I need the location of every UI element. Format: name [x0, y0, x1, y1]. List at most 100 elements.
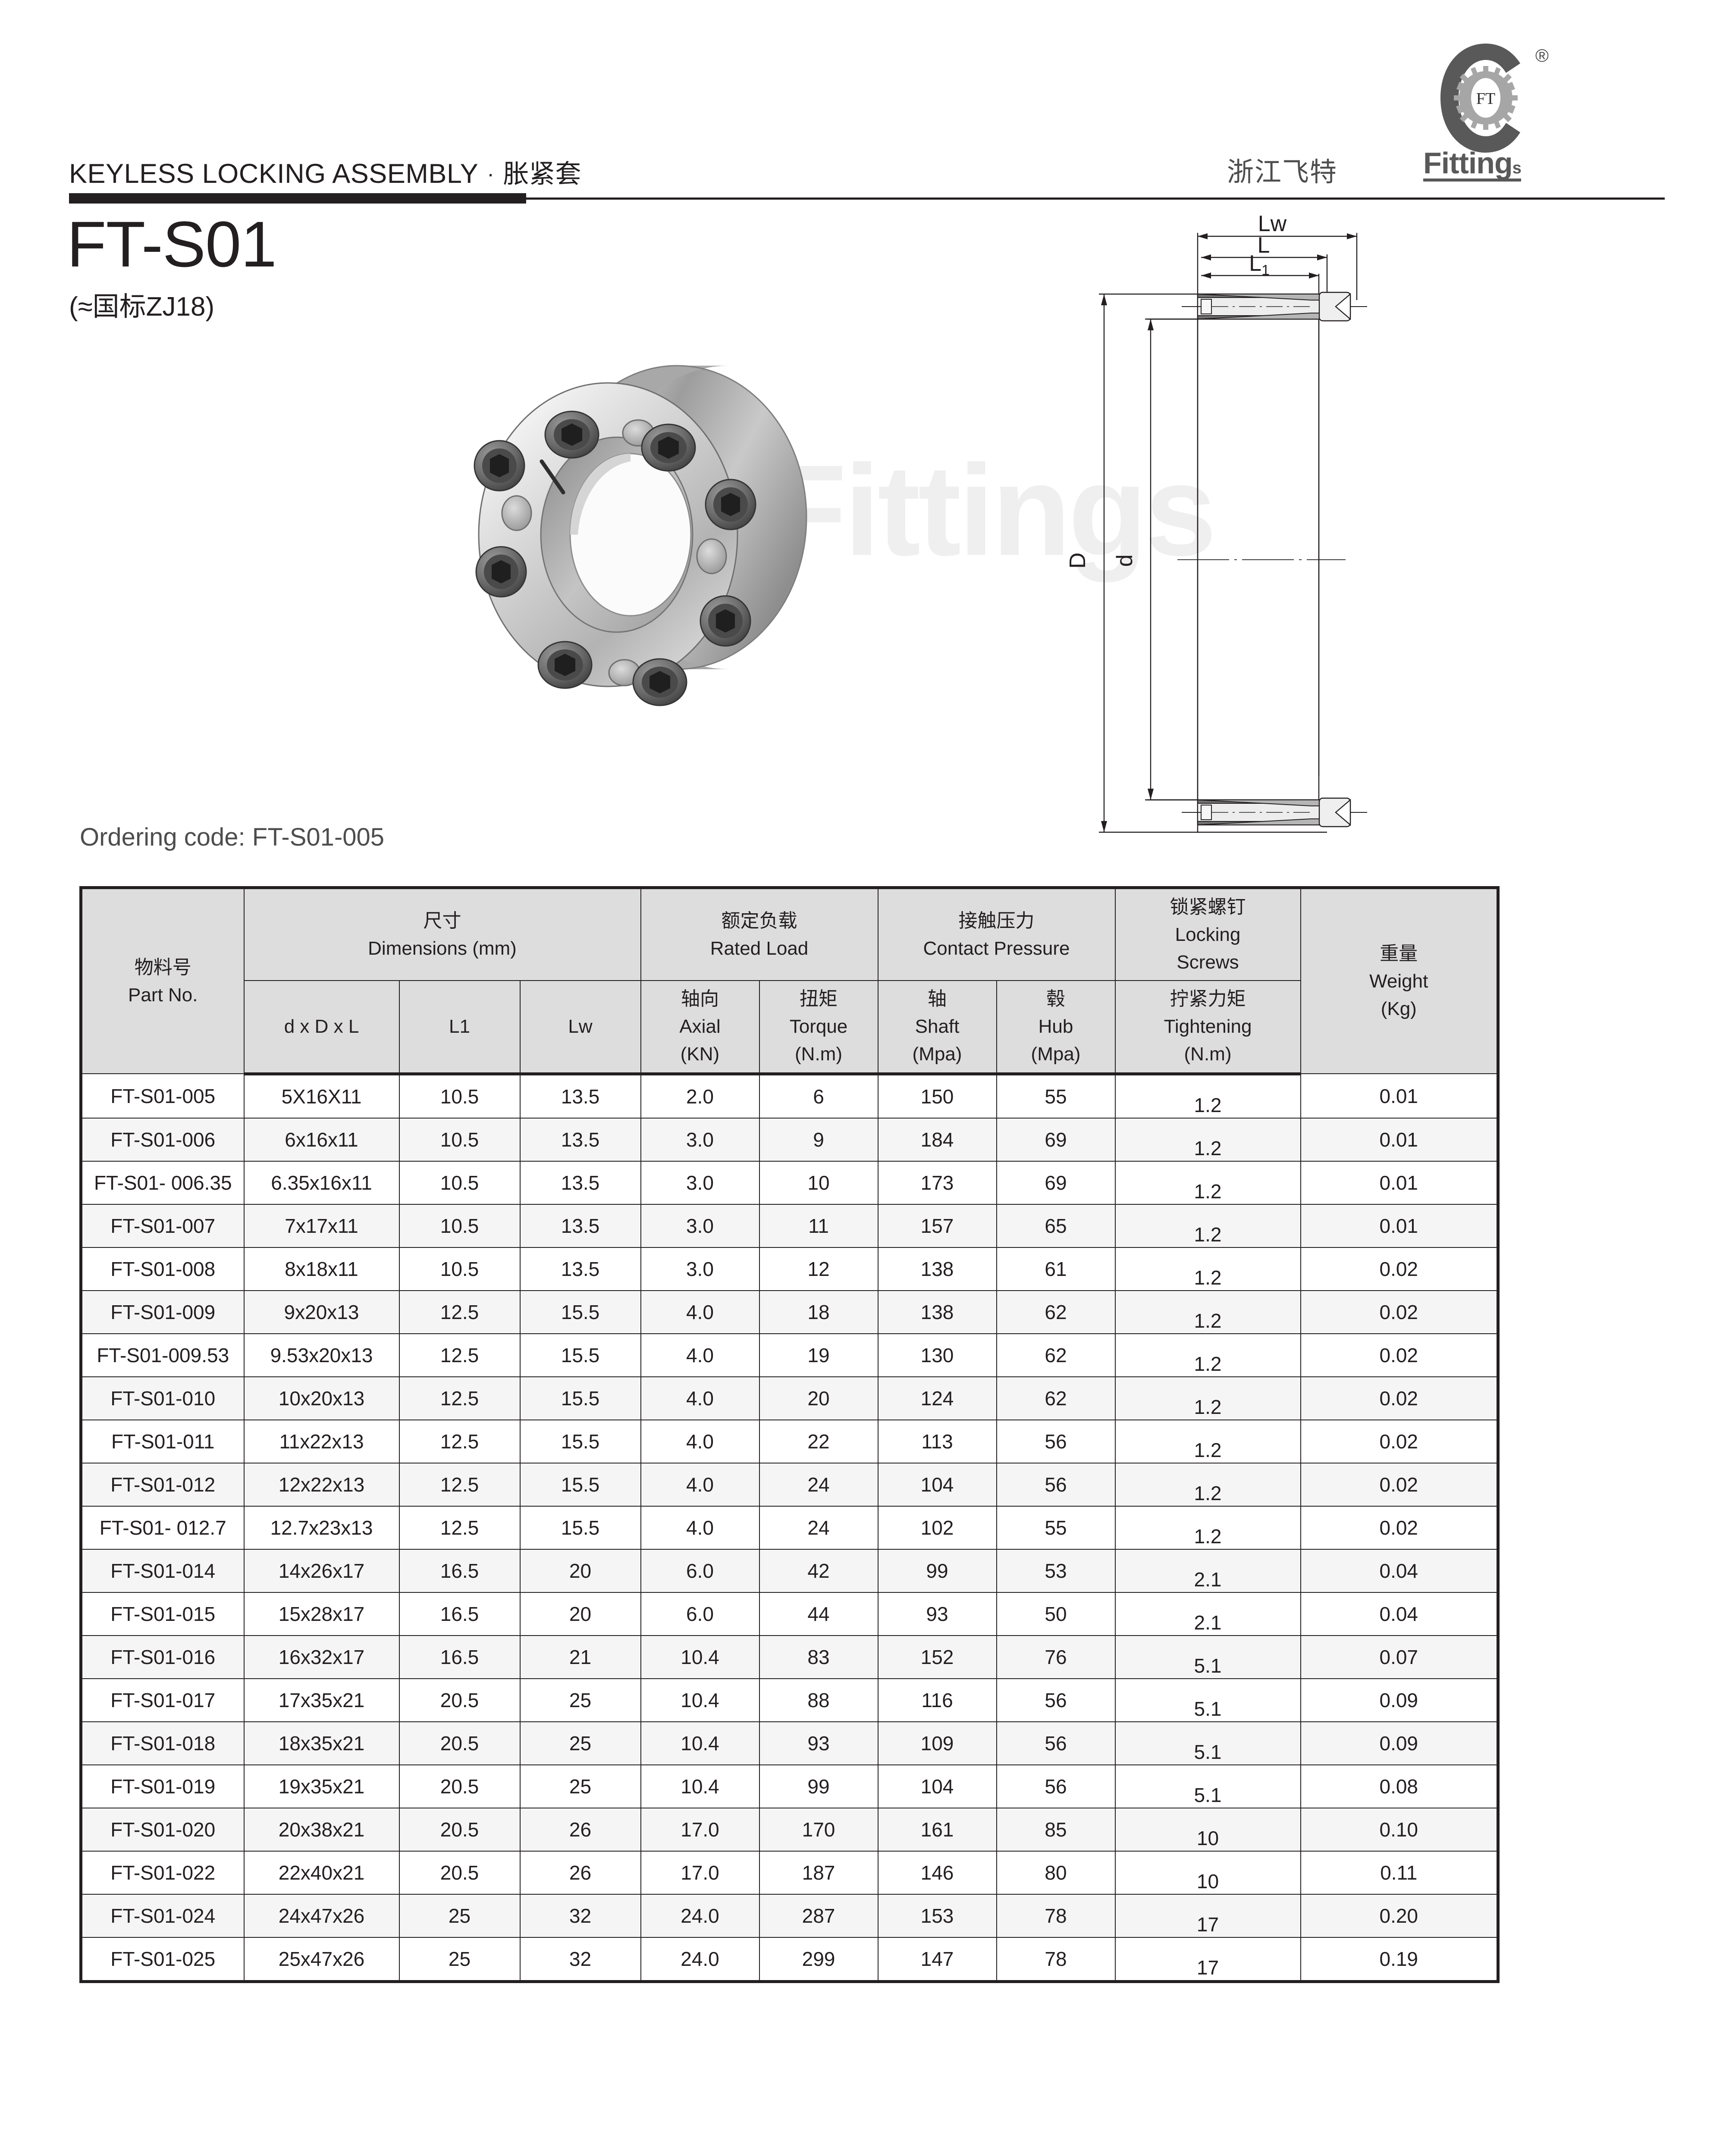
- col-header-contact-pressure-cn: 接触压力: [958, 910, 1035, 931]
- cell-shaft: 113: [877, 1419, 997, 1463]
- col-header-weight-en: Weight: [1369, 970, 1428, 992]
- col-header-l1: L1: [398, 980, 521, 1075]
- cell-hub: 56: [996, 1419, 1116, 1463]
- cell-tightening: 1.2: [1114, 1505, 1301, 1550]
- cell-shaft: 102: [877, 1505, 997, 1550]
- col-header-part-no-en: Part No.: [128, 984, 198, 1006]
- cell-dimensions: 19x35x21: [243, 1764, 400, 1808]
- col-header-contact-pressure: 接触压力 Contact Pressure: [877, 886, 1116, 981]
- table-row: FT-S01-017 17x35x21 20.5 25 10.4 88 116 56 5.1 0.…: [79, 1678, 1500, 1722]
- cell-tightening: 1.2: [1114, 1290, 1301, 1334]
- col-header-contact-pressure-en: Contact Pressure: [923, 937, 1070, 959]
- cell-l1: 20.5: [398, 1764, 521, 1808]
- header-rule-thin: [69, 197, 1665, 200]
- table-row: FT-S01-019 19x35x21 20.5 25 10.4 99 104 56 5.1 0.…: [79, 1764, 1500, 1808]
- cell-axial: 24.0: [640, 1893, 760, 1938]
- cell-dimensions: 12.7x23x13: [243, 1505, 400, 1550]
- cell-torque: 187: [759, 1850, 879, 1895]
- cell-l1: 12.5: [398, 1333, 521, 1377]
- col-header-locking-screws-en2: Screws: [1177, 951, 1239, 973]
- cell-hub: 56: [996, 1678, 1116, 1722]
- cell-shaft: 161: [877, 1807, 997, 1852]
- col-header-hub-cn: 毂: [1046, 988, 1065, 1010]
- cell-axial: 3.0: [640, 1247, 760, 1291]
- col-header-torque-cn: 扭矩: [800, 988, 838, 1010]
- cell-shaft: 116: [877, 1678, 997, 1722]
- cell-part-no: FT-S01-011: [79, 1419, 245, 1463]
- cell-l1: 12.5: [398, 1376, 521, 1420]
- cell-shaft: 99: [877, 1548, 997, 1593]
- cell-tightening: 5.1: [1114, 1721, 1301, 1765]
- cell-l1: 10.5: [398, 1117, 521, 1162]
- brand-wordmark: Fittings: [1423, 146, 1522, 182]
- cell-tightening: 1.2: [1114, 1117, 1301, 1162]
- cell-l1: 20.5: [398, 1807, 521, 1852]
- col-header-locking-screws-en1: Locking: [1175, 924, 1241, 945]
- cell-dimensions: 22x40x21: [243, 1850, 400, 1895]
- cell-torque: 9: [759, 1117, 879, 1162]
- cell-lw: 32: [519, 1937, 641, 1983]
- table-row: FT-S01-016 16x32x17 16.5 21 10.4 83 152 76 5.1 0.…: [79, 1635, 1500, 1679]
- table-row: FT-S01-022 22x40x21 20.5 26 17.0 187 146 80 10 0.…: [79, 1850, 1500, 1895]
- cell-axial: 24.0: [640, 1937, 760, 1983]
- cell-torque: 20: [759, 1376, 879, 1420]
- cell-hub: 56: [996, 1721, 1116, 1765]
- table-row: FT-S01-018 18x35x21 20.5 25 10.4 93 109 56 5.1 0.…: [79, 1721, 1500, 1765]
- cell-l1: 20.5: [398, 1721, 521, 1765]
- cell-axial: 6.0: [640, 1592, 760, 1636]
- cell-dimensions: 5X16X11: [243, 1073, 400, 1119]
- cell-hub: 55: [996, 1505, 1116, 1550]
- cell-tightening: 5.1: [1114, 1678, 1301, 1722]
- table-row: FT-S01- 012.7 12.7x23x13 12.5 15.5 4.0 24 102 5…: [79, 1505, 1500, 1550]
- col-header-locking-screws: 锁紧螺钉 Locking Screws: [1114, 886, 1301, 981]
- cell-hub: 69: [996, 1160, 1116, 1205]
- cell-dimensions: 9x20x13: [243, 1290, 400, 1334]
- specification-table: 物料号 Part No. 尺寸 Dimensions (mm) 额定负载 Rat…: [79, 886, 1500, 1983]
- cell-tightening: 1.2: [1114, 1333, 1301, 1377]
- table-row: FT-S01-014 14x26x17 16.5 20 6.0 42 99 53 2.1 0.04: [79, 1548, 1500, 1593]
- cell-torque: 170: [759, 1807, 879, 1852]
- cell-part-no: FT-S01-022: [79, 1850, 245, 1895]
- cell-part-no: FT-S01-012: [79, 1462, 245, 1507]
- cell-weight: 0.02: [1300, 1419, 1500, 1463]
- cell-dimensions: 17x35x21: [243, 1678, 400, 1722]
- col-header-hub-unit: (Mpa): [1031, 1043, 1081, 1065]
- cell-lw: 21: [519, 1635, 641, 1679]
- cell-hub: 80: [996, 1850, 1116, 1895]
- cell-lw: 20: [519, 1592, 641, 1636]
- cell-axial: 4.0: [640, 1505, 760, 1550]
- table-header: 物料号 Part No. 尺寸 Dimensions (mm) 额定负载 Rat…: [80, 886, 1499, 1075]
- cell-axial: 17.0: [640, 1850, 760, 1895]
- cell-shaft: 138: [877, 1247, 997, 1291]
- product-standard-reference: (≈国标ZJ18): [69, 292, 215, 322]
- cell-hub: 62: [996, 1290, 1116, 1334]
- col-header-dimensions-en: Dimensions (mm): [368, 937, 517, 959]
- cell-torque: 12: [759, 1247, 879, 1291]
- col-header-rated-load-en: Rated Load: [710, 937, 809, 959]
- col-header-tightening-unit: (N.m): [1184, 1043, 1232, 1065]
- cell-l1: 12.5: [398, 1290, 521, 1334]
- table-row: FT-S01-010 10x20x13 12.5 15.5 4.0 20 124 62 1.2 0…: [79, 1376, 1500, 1420]
- table-header-row-groups: 物料号 Part No. 尺寸 Dimensions (mm) 额定负载 Rat…: [80, 886, 1499, 1075]
- cell-weight: 0.10: [1300, 1807, 1500, 1852]
- col-header-rated-load-cn: 额定负载: [721, 910, 797, 931]
- cell-shaft: 153: [877, 1893, 997, 1938]
- ordering-code-label: Ordering code: FT-S01-005: [80, 823, 385, 851]
- cell-shaft: 147: [877, 1937, 997, 1983]
- cell-l1: 25: [398, 1893, 521, 1938]
- cell-part-no: FT-S01-014: [79, 1548, 245, 1593]
- cell-shaft: 184: [877, 1117, 997, 1162]
- col-header-shaft-cn: 轴: [928, 988, 947, 1010]
- brand-wordmark-main: Fitting: [1423, 146, 1513, 180]
- col-header-part-no: 物料号 Part No.: [80, 886, 245, 1075]
- col-header-axial: 轴向 Axial (KN): [640, 980, 760, 1075]
- cell-weight: 0.01: [1300, 1203, 1500, 1248]
- cell-torque: 10: [759, 1160, 879, 1205]
- cell-part-no: FT-S01-020: [79, 1807, 245, 1852]
- cell-dimensions: 6.35x16x11: [243, 1160, 400, 1205]
- table-row: FT-S01-009.53 9.53x20x13 12.5 15.5 4.0 19 130 6…: [79, 1333, 1500, 1377]
- col-header-axial-en: Axial: [679, 1016, 721, 1037]
- cell-axial: 4.0: [640, 1333, 760, 1377]
- col-header-tightening: 拧紧力矩 Tightening (N.m): [1114, 980, 1301, 1075]
- cell-weight: 0.02: [1300, 1462, 1500, 1507]
